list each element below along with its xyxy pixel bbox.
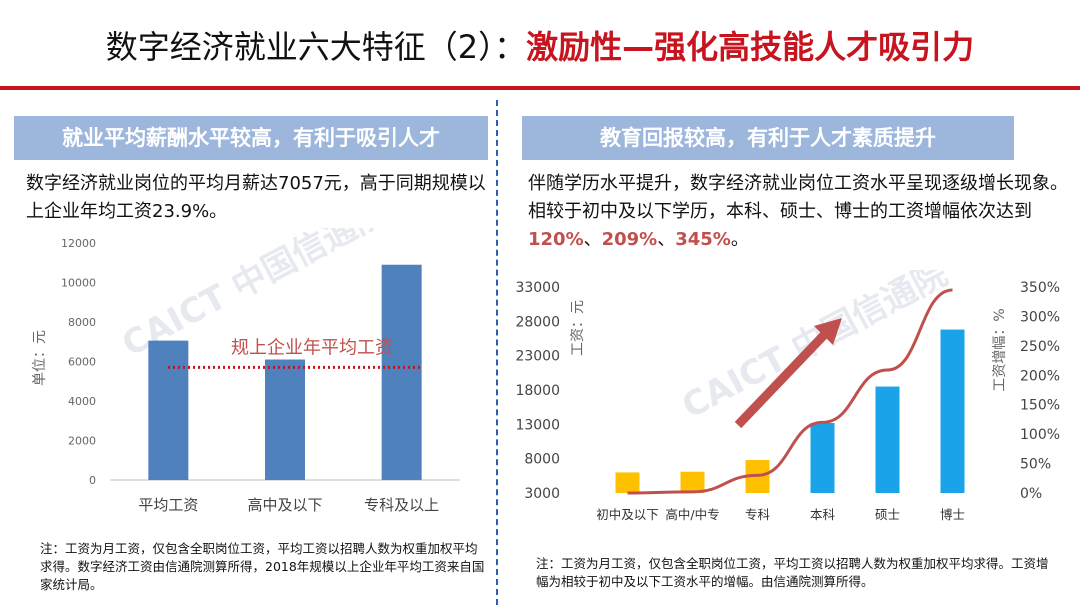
right-paragraph-text: 伴随学历水平提升，数字经济就业岗位工资水平呈现逐级增长现象。相较于初中及以下学历…	[528, 173, 1068, 222]
y-tick-label: 4000	[68, 395, 96, 408]
left-note: 注：工资为月工资，仅包含全职岗位工资，平均工资以招聘人数为权重加权平均求得。数字…	[40, 541, 485, 592]
x-tick-label: 高中及以下	[247, 496, 322, 514]
reference-line: 规上企业年平均工资	[168, 337, 420, 369]
y2-tick-label: 300%	[1020, 309, 1060, 325]
right-chart-yaxis-left: 3000 8000 13000 18000 23000 28000 33000 工资：元	[515, 280, 586, 502]
right-note: 注：工资为月工资，仅包含全职岗位工资，平均工资以招聘人数为权重加权平均求得。工资…	[536, 556, 1049, 589]
x-tick-label: 专科及以上	[364, 496, 439, 514]
y-axis-label: 工资：元	[570, 300, 586, 356]
trend-arrow-icon	[734, 318, 842, 429]
y-axis-label: 单位：元	[32, 330, 48, 386]
growth-line	[627, 288, 953, 495]
y-tick-label: 3000	[524, 486, 560, 502]
reference-line-label: 规上企业年平均工资	[231, 337, 393, 358]
pct-master: 209%	[601, 229, 658, 250]
title-underline	[0, 86, 1080, 90]
x-tick-label: 初中及以下	[596, 507, 659, 522]
y2-tick-label: 100%	[1020, 427, 1060, 443]
x-tick-label: 硕士	[875, 507, 900, 522]
y-tick-label: 12000	[61, 237, 96, 250]
y2-tick-label: 0%	[1020, 486, 1042, 502]
bar	[148, 340, 189, 480]
y-tick-label: 18000	[515, 383, 560, 399]
panel-divider	[496, 100, 498, 605]
y-tick-label: 8000	[68, 316, 96, 329]
y-tick-label: 8000	[524, 452, 560, 468]
x-tick-label: 本科	[810, 507, 836, 522]
bar	[265, 359, 305, 480]
trend-arrow-shaft	[734, 330, 829, 429]
bar	[940, 329, 965, 493]
sep-1: 、	[583, 229, 602, 250]
y2-tick-label: 350%	[1020, 280, 1060, 296]
right-chart: CAICT 中国信通院 3000800013000180002300028000…	[515, 270, 1060, 522]
y-tick-label: 33000	[515, 280, 560, 296]
y2-tick-label: 50%	[1020, 457, 1051, 473]
y-tick-label: 28000	[515, 314, 560, 330]
right-banner: 教育回报较高，有利于人才素质提升	[522, 116, 1014, 160]
y2-tick-label: 250%	[1020, 339, 1060, 355]
x-tick-label: 博士	[940, 507, 965, 522]
y2-tick-label: 150%	[1020, 398, 1060, 414]
right-chart-xaxis: 初中及以下 高中/中专 专科 本科 硕士 博士	[596, 507, 965, 522]
pct-doctor: 345%	[675, 229, 731, 250]
left-chart-bars	[148, 264, 422, 480]
x-tick-label: 专科	[745, 507, 771, 522]
sep-2: 、	[657, 229, 676, 250]
y-tick-label: 10000	[61, 277, 96, 290]
y-tick-label: 6000	[68, 356, 96, 369]
y-tick-label: 0	[89, 474, 96, 487]
y-tick-label: 23000	[515, 349, 560, 365]
y-tick-label: 2000	[68, 435, 96, 448]
right-paragraph: 伴随学历水平提升，数字经济就业岗位工资水平呈现逐级增长现象。相较于初中及以下学历…	[528, 170, 1068, 254]
bar	[810, 422, 835, 493]
title-main: 数字经济就业六大特征（2）：	[105, 28, 527, 66]
growth-line-path	[627, 288, 953, 495]
right-chart-yaxis-right: 0% 50% 100% 150% 200% 250% 300% 350% 工资增幅：%	[992, 280, 1060, 502]
x-tick-label: 高中/中专	[665, 507, 719, 522]
y2-tick-label: 200%	[1020, 368, 1060, 384]
y-tick-label: 13000	[515, 417, 560, 433]
x-tick-label: 平均工资	[138, 496, 198, 514]
bar	[381, 264, 422, 480]
pct-bachelor: 120%	[528, 229, 584, 250]
left-chart: CAICT 中国信通院 020004000600080001000012000单…	[32, 228, 460, 514]
y2-axis-label: 工资增幅：%	[992, 308, 1008, 391]
title-accent: 激励性—强化高技能人才吸引力	[526, 28, 975, 66]
period: 。	[730, 229, 749, 250]
bar	[680, 471, 705, 493]
page-title: 数字经济就业六大特征（2）：激励性—强化高技能人才吸引力	[0, 22, 1080, 68]
right-chart-bars	[615, 329, 965, 493]
trend-arrow-head	[814, 318, 842, 345]
left-paragraph: 数字经济就业岗位的平均月薪达7057元，高于同期规模以上企业年均工资23.9%。	[26, 173, 486, 222]
left-chart-xaxis: 平均工资 高中及以下 专科及以上	[138, 496, 439, 514]
left-banner: 就业平均薪酬水平较高，有利于吸引人才	[14, 116, 488, 160]
bar	[615, 472, 640, 493]
bar	[875, 386, 900, 493]
